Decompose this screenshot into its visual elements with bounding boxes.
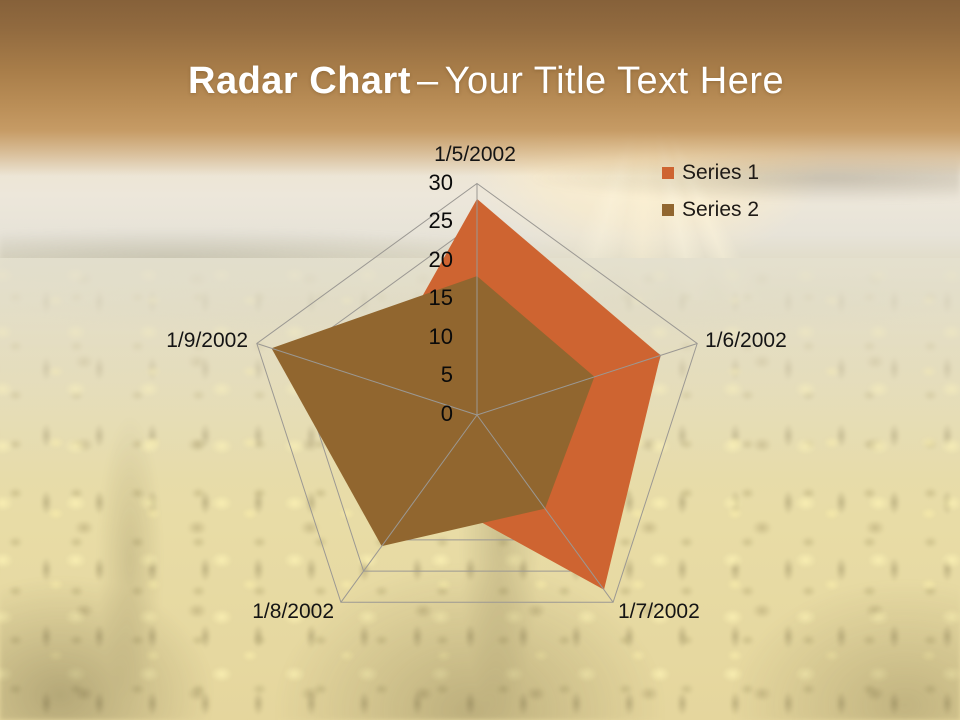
slide-title-rest: Your Title Text Here	[444, 60, 785, 102]
series-2-swatch-icon	[662, 204, 674, 216]
radial-tick-15: 15	[428, 285, 453, 311]
series-1-swatch-icon	[662, 167, 674, 179]
category-label-1-5-2002: 1/5/2002	[434, 143, 516, 166]
slide-title: Radar Chart – Your Title Text Here	[188, 62, 784, 100]
radial-tick-0: 0	[440, 400, 453, 426]
category-label-1-9-2002: 1/9/2002	[166, 329, 248, 352]
radial-tick-30: 30	[428, 169, 453, 195]
legend-item-series-2: Series 2	[662, 198, 759, 222]
series-2-area	[271, 276, 595, 547]
axis-spokes	[256, 183, 698, 603]
axis-spoke-5	[256, 343, 478, 416]
axis-spoke-2	[476, 343, 698, 416]
slide-title-bold: Radar Chart	[188, 60, 411, 102]
title-banner	[0, 0, 960, 176]
category-label-1-6-2002: 1/6/2002	[705, 329, 787, 352]
series-2-label: Series 2	[682, 198, 760, 221]
radial-tick-10: 10	[428, 323, 453, 349]
axis-spoke-4	[340, 414, 478, 603]
series-1-label: Series 1	[682, 161, 760, 184]
category-label-1-7-2002: 1/7/2002	[618, 600, 700, 623]
radial-tick-5: 5	[440, 362, 453, 388]
axis-spoke-3	[476, 414, 614, 603]
series-areas	[271, 198, 661, 590]
legend-item-series-1: Series 1	[662, 161, 759, 185]
radial-tick-25: 25	[428, 208, 453, 234]
radial-tick-20: 20	[428, 246, 453, 272]
category-label-1-8-2002: 1/8/2002	[252, 600, 334, 623]
grid-ring-30	[256, 182, 698, 603]
slide-title-separator: –	[417, 60, 439, 102]
chart-legend: Series 1 Series 2	[662, 161, 759, 235]
